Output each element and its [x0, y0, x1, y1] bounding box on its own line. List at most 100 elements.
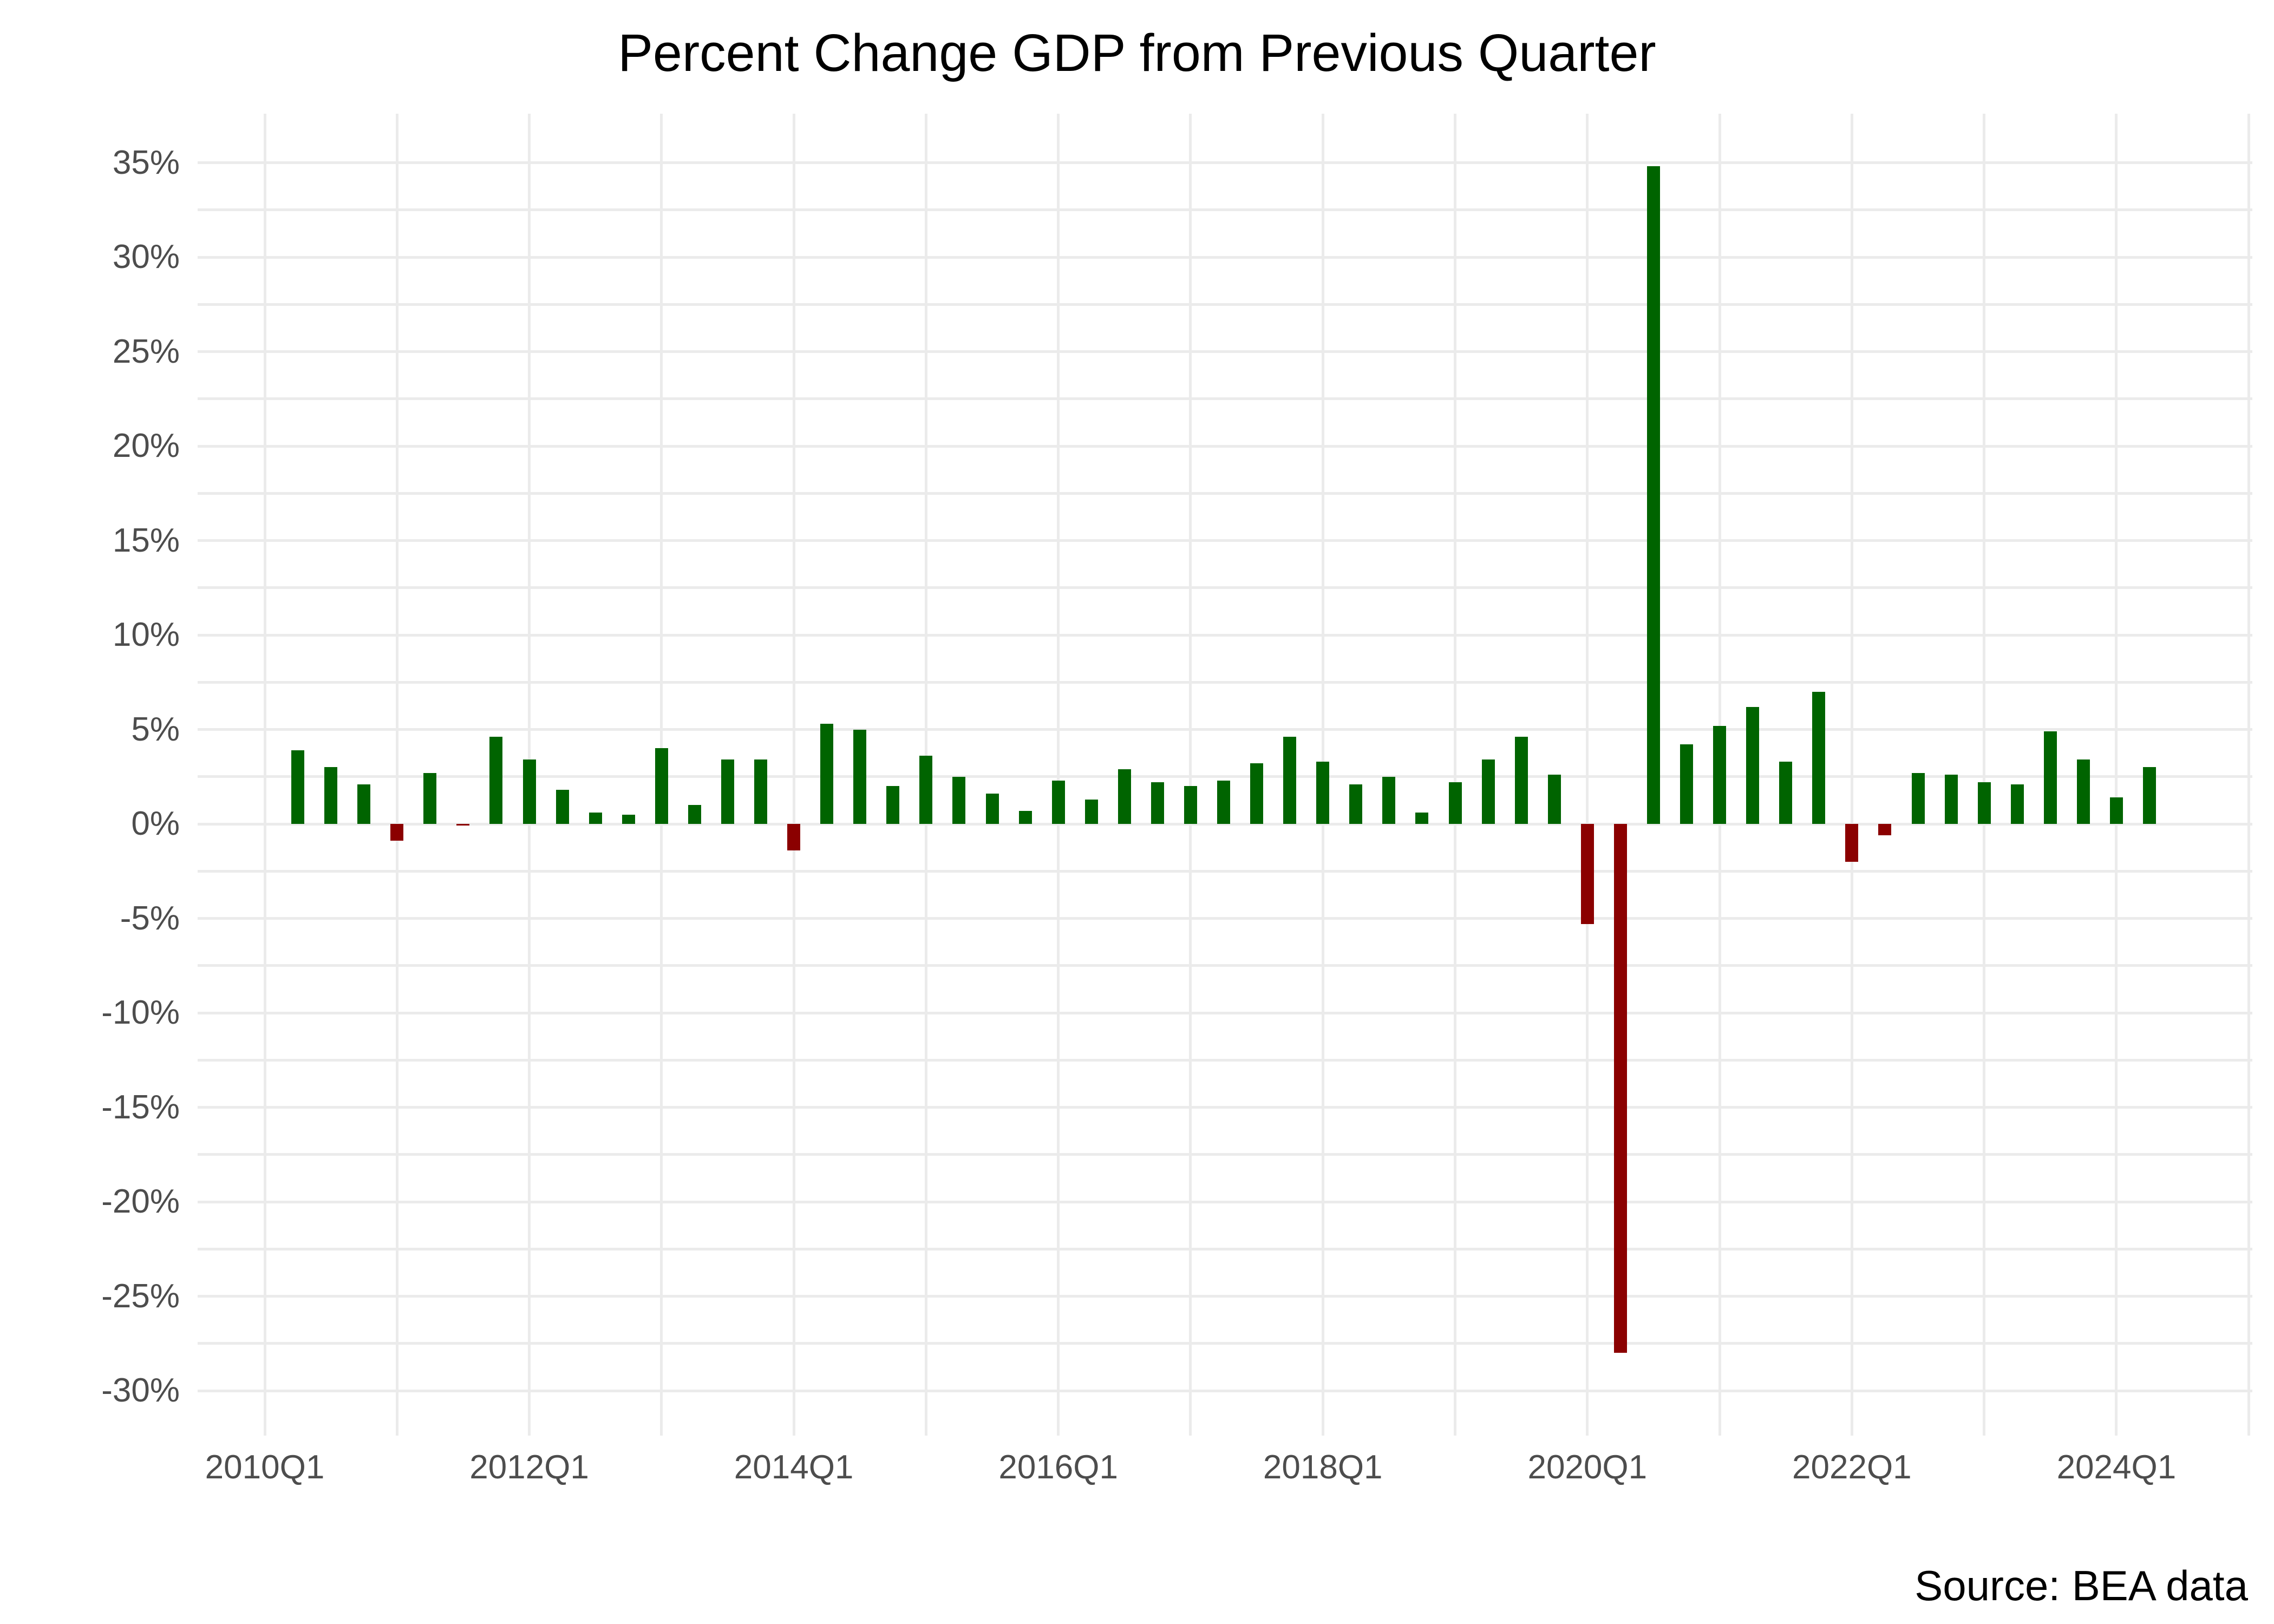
bar-2016Q4 [1151, 782, 1164, 824]
y-tick-label-10%: 10% [112, 616, 180, 653]
y-gridline--12.5 [198, 1058, 2252, 1062]
x-tick-label-2014Q1: 2014Q1 [734, 1449, 854, 1486]
bar-2018Q2 [1349, 784, 1363, 824]
bar-2019Q3 [1514, 737, 1528, 824]
bar-2023Q3 [2043, 731, 2057, 824]
x-gridline-2014 [792, 114, 795, 1436]
y-tick-label--25%: -25% [101, 1277, 180, 1315]
x-tick-label-2012Q1: 2012Q1 [469, 1449, 589, 1486]
y-gridline-30 [198, 256, 2252, 259]
y-tick-label--5%: -5% [120, 899, 180, 937]
bar-2011Q2 [423, 772, 437, 824]
bar-2017Q2 [1217, 780, 1231, 824]
y-gridline-25 [198, 350, 2252, 353]
bar-2012Q3 [589, 813, 602, 824]
y-gridline--22.5 [198, 1247, 2252, 1250]
bar-2018Q3 [1382, 776, 1396, 824]
bar-2017Q3 [1250, 763, 1264, 824]
x-gridline-2016 [1057, 114, 1060, 1436]
bar-2022Q2 [1878, 824, 1892, 835]
bar-2022Q3 [1911, 772, 1925, 824]
x-gridline-2019 [1454, 114, 1457, 1436]
y-gridline-32.5 [198, 208, 2252, 212]
bar-2015Q4 [1018, 810, 1032, 824]
bar-2013Q2 [688, 805, 701, 824]
bar-2014Q4 [886, 786, 900, 824]
y-tick-label--15%: -15% [101, 1088, 180, 1126]
x-tick-label-2022Q1: 2022Q1 [1792, 1449, 1912, 1486]
x-tick-label-2024Q1: 2024Q1 [2056, 1449, 2177, 1486]
y-gridline--30 [198, 1389, 2252, 1392]
y-tick-label--30%: -30% [101, 1372, 180, 1409]
bar-2010Q4 [357, 784, 371, 824]
bar-2024Q2 [2142, 767, 2156, 824]
bar-2018Q1 [1316, 761, 1330, 824]
x-tick-label-2010Q1: 2010Q1 [205, 1449, 325, 1486]
bar-2017Q4 [1283, 737, 1297, 824]
plot-panel [198, 114, 2252, 1436]
y-gridline--17.5 [198, 1153, 2252, 1156]
bar-2013Q4 [754, 759, 768, 824]
y-gridline-12.5 [198, 586, 2252, 590]
y-gridline-15 [198, 539, 2252, 542]
y-gridline-17.5 [198, 492, 2252, 495]
bar-2024Q1 [2109, 797, 2123, 824]
bar-2020Q3 [1646, 166, 1660, 824]
x-gridline-2022 [1850, 114, 1853, 1436]
bar-2014Q3 [853, 729, 867, 824]
bar-2019Q4 [1547, 775, 1561, 824]
bar-2010Q2 [291, 750, 305, 824]
bar-2019Q1 [1448, 782, 1462, 824]
x-gridline-2024 [2115, 114, 2118, 1436]
bar-2017Q1 [1184, 786, 1197, 824]
bar-2010Q3 [324, 767, 338, 824]
bar-2023Q2 [2010, 784, 2024, 824]
bar-2018Q4 [1415, 813, 1429, 824]
bar-2016Q3 [1118, 769, 1131, 824]
y-tick-label--20%: -20% [101, 1183, 180, 1220]
y-tick-label--10%: -10% [101, 994, 180, 1031]
bar-2020Q4 [1680, 744, 1693, 824]
bar-2021Q4 [1812, 691, 1826, 824]
y-tick-label-5%: 5% [131, 710, 180, 748]
bar-2021Q2 [1746, 706, 1760, 824]
y-gridline--25 [198, 1295, 2252, 1298]
y-gridline-2.5 [198, 775, 2252, 778]
bar-2013Q1 [655, 748, 668, 824]
bar-2012Q2 [556, 790, 569, 824]
y-gridline--5 [198, 917, 2252, 920]
y-gridline--2.5 [198, 869, 2252, 873]
bar-2012Q1 [522, 759, 536, 824]
bar-2016Q2 [1084, 799, 1098, 824]
x-gridline-2010 [263, 114, 266, 1436]
y-tick-label-20%: 20% [112, 427, 180, 464]
y-tick-label-30%: 30% [112, 238, 180, 276]
bar-2013Q3 [721, 759, 734, 824]
y-gridline--27.5 [198, 1342, 2252, 1345]
bar-2015Q1 [919, 756, 933, 824]
y-gridline--20 [198, 1200, 2252, 1203]
chart-title: Percent Change GDP from Previous Quarter [618, 23, 1656, 82]
bar-2015Q2 [952, 776, 966, 824]
y-gridline--7.5 [198, 964, 2252, 967]
y-tick-label-25%: 25% [112, 332, 180, 370]
bar-2022Q1 [1845, 824, 1859, 862]
bar-2019Q2 [1481, 759, 1495, 824]
y-gridline--15 [198, 1106, 2252, 1109]
y-tick-label-0%: 0% [131, 805, 180, 842]
bar-2011Q1 [390, 824, 404, 841]
bar-2020Q1 [1580, 824, 1594, 924]
x-gridline-2025 [2247, 114, 2250, 1436]
y-gridline-27.5 [198, 303, 2252, 306]
x-tick-label-2016Q1: 2016Q1 [998, 1449, 1118, 1486]
bar-2015Q3 [985, 794, 999, 824]
bar-2023Q4 [2076, 759, 2090, 824]
x-tick-label-2018Q1: 2018Q1 [1263, 1449, 1383, 1486]
bar-2021Q3 [1779, 761, 1793, 824]
y-gridline-22.5 [198, 397, 2252, 401]
bar-2022Q4 [1944, 775, 1958, 824]
y-gridline-0 [198, 822, 2252, 826]
x-gridline-2023 [1983, 114, 1986, 1436]
y-gridline--10 [198, 1011, 2252, 1014]
bar-2014Q2 [820, 724, 834, 824]
